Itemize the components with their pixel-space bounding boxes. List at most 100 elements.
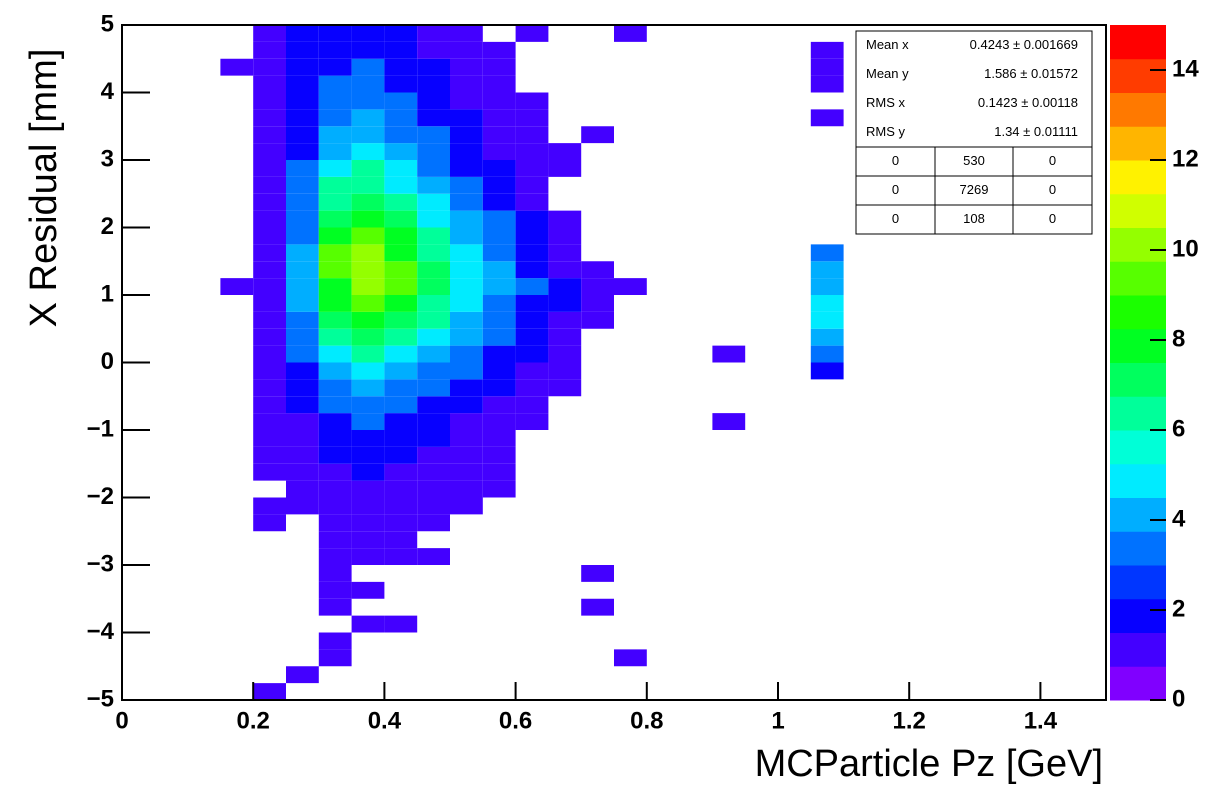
heatmap-cell — [417, 565, 450, 582]
heatmap-cell — [548, 345, 582, 363]
heatmap-cell — [318, 379, 352, 397]
heatmap-cell — [778, 109, 811, 126]
heatmap-cell — [516, 649, 549, 666]
heatmap-cell — [712, 109, 745, 126]
heatmap-cell — [811, 633, 844, 650]
heatmap-cell — [188, 59, 221, 76]
heatmap-cell — [712, 514, 745, 531]
heatmap-cell — [810, 345, 844, 363]
heatmap-cell — [548, 227, 582, 245]
heatmap-cell — [614, 413, 647, 430]
y-tick-label: 4 — [101, 78, 115, 105]
heatmap-cell — [712, 498, 745, 515]
heatmap-cell — [286, 41, 319, 59]
heatmap-cell — [188, 396, 221, 413]
heatmap-cell — [483, 582, 516, 599]
heatmap-cell — [384, 143, 418, 160]
heatmap-cell — [516, 666, 549, 683]
heatmap-cell — [482, 379, 516, 397]
heatmap-cell — [482, 109, 516, 127]
heatmap-cell — [450, 25, 483, 42]
heatmap-cell — [680, 25, 713, 42]
heatmap-cell — [318, 362, 352, 380]
heatmap-cell — [810, 41, 844, 59]
heatmap-cell — [614, 616, 647, 633]
heatmap-cell — [516, 481, 549, 498]
heatmap-cell — [188, 228, 221, 245]
heatmap-cell — [253, 565, 286, 582]
heatmap-cell — [351, 58, 385, 76]
heatmap-cell — [188, 160, 221, 177]
heatmap-cell — [811, 211, 844, 228]
heatmap-cell — [188, 177, 221, 194]
heatmap-cell — [450, 210, 483, 228]
colorbar-band — [1110, 193, 1166, 228]
heatmap-cell — [220, 565, 253, 582]
heatmap-cell — [581, 261, 614, 279]
y-tick-label: −3 — [87, 550, 114, 577]
heatmap-cell — [220, 143, 253, 160]
heatmap-cell — [188, 42, 221, 59]
heatmap-cell — [220, 295, 253, 312]
heatmap-cell — [188, 616, 221, 633]
heatmap-cell — [286, 311, 319, 329]
heatmap-cell — [712, 379, 745, 396]
x-tick-label: 0.2 — [237, 707, 270, 734]
heatmap-cell — [384, 176, 418, 194]
heatmap-cell — [220, 363, 253, 380]
heatmap-cell — [745, 683, 778, 700]
heatmap-cell — [712, 430, 745, 447]
heatmap-cell — [647, 261, 680, 278]
heatmap-cell — [253, 531, 286, 548]
heatmap-cell — [647, 633, 680, 650]
heatmap-cell — [253, 328, 286, 346]
heatmap-cell — [680, 346, 713, 363]
heatmap-cell — [188, 346, 221, 363]
heatmap-cell — [188, 278, 221, 295]
heatmap-cell — [614, 194, 647, 211]
heatmap-cell — [516, 565, 549, 582]
heatmap-cell — [647, 211, 680, 228]
heatmap-cell — [253, 616, 286, 633]
heatmap-cell — [319, 616, 352, 633]
heatmap-cell — [680, 160, 713, 177]
y-tick-label: 2 — [101, 213, 114, 240]
stats-value: 1.586 ± 0.01572 — [984, 66, 1078, 81]
heatmap-cell — [417, 41, 450, 59]
heatmap-cell — [253, 278, 286, 295]
heatmap-cell — [614, 481, 647, 498]
heatmap-cell — [482, 430, 516, 447]
heatmap-cell — [745, 633, 778, 650]
heatmap-cell — [384, 278, 418, 295]
heatmap-cell — [614, 379, 647, 396]
y-tick-label: 0 — [101, 348, 114, 375]
heatmap-cell — [417, 92, 450, 110]
heatmap-cell — [811, 599, 844, 616]
heatmap-cell — [286, 210, 319, 228]
table-cell: 0 — [1049, 153, 1056, 168]
table-cell: 0 — [892, 211, 899, 226]
stats-box: Mean x 0.4243 ± 0.001669 Mean y 1.586 ± 0.0… — [855, 30, 1093, 235]
heatmap-cell — [515, 126, 549, 144]
heatmap-cell — [417, 599, 450, 616]
heatmap-cell — [614, 599, 647, 616]
heatmap-cell — [745, 194, 778, 211]
heatmap-cell — [515, 362, 549, 380]
heatmap-cell — [351, 446, 385, 464]
heatmap-cell — [450, 565, 483, 582]
heatmap-cell — [286, 345, 319, 363]
stats-value: 0.1423 ± 0.00118 — [978, 95, 1078, 110]
heatmap-cell — [450, 446, 483, 464]
heatmap-cell — [384, 261, 418, 279]
heatmap-cell — [286, 244, 319, 262]
heatmap-cell — [450, 58, 483, 76]
heatmap-cell — [581, 598, 614, 616]
heatmap-cell — [384, 463, 418, 481]
heatmap-cell — [778, 244, 811, 261]
y-tick-label: −2 — [87, 483, 114, 510]
heatmap-cell — [286, 531, 319, 548]
heatmap-cell — [318, 328, 352, 346]
heatmap-cell — [318, 58, 352, 76]
heatmap-cell — [482, 362, 516, 380]
heatmap-cell — [614, 76, 647, 93]
